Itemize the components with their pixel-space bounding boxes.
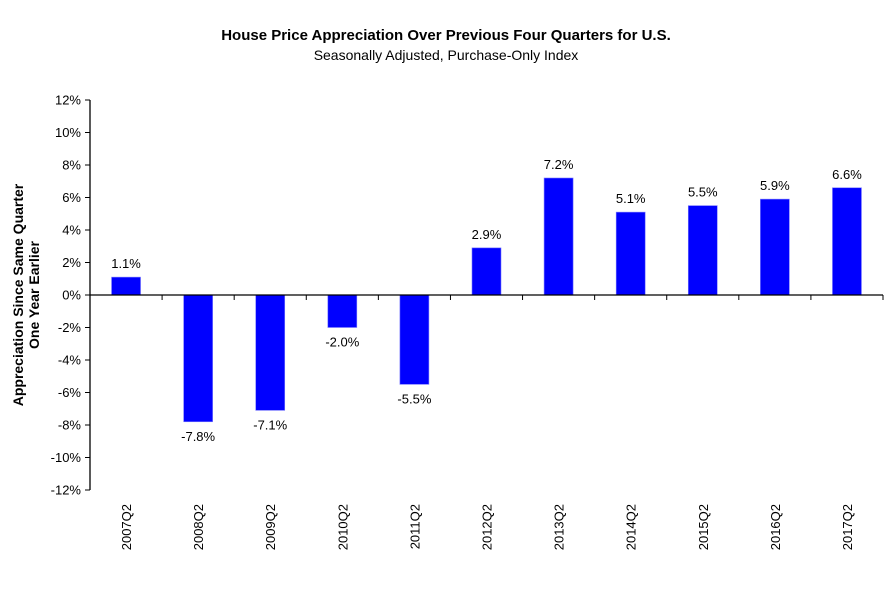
data-label: 5.5% bbox=[688, 185, 718, 200]
data-label: 5.9% bbox=[760, 178, 790, 193]
bar bbox=[255, 294, 286, 411]
bar bbox=[615, 211, 646, 296]
bar bbox=[399, 294, 430, 385]
bar bbox=[687, 205, 718, 296]
x-tick-label: 2017Q2 bbox=[840, 504, 855, 550]
bar bbox=[111, 276, 141, 296]
y-tick-label: -2% bbox=[58, 320, 82, 335]
data-label: -5.5% bbox=[397, 391, 431, 406]
y-tick-label: -6% bbox=[58, 385, 82, 400]
y-tick-label: 6% bbox=[62, 190, 81, 205]
bar bbox=[832, 187, 862, 296]
bar bbox=[183, 294, 213, 423]
y-tick-label: 0% bbox=[62, 288, 81, 303]
x-tick-label: 2011Q2 bbox=[407, 504, 422, 549]
data-label: -7.8% bbox=[181, 429, 215, 444]
x-tick-label: 2007Q2 bbox=[119, 504, 134, 550]
y-tick-label: -12% bbox=[51, 483, 82, 498]
data-label: 6.6% bbox=[832, 167, 862, 182]
bar bbox=[471, 247, 502, 296]
bar bbox=[543, 177, 574, 296]
x-tick-label: 2010Q2 bbox=[335, 504, 350, 550]
x-tick-label: 2012Q2 bbox=[480, 504, 495, 550]
y-tick-label: 4% bbox=[62, 223, 81, 238]
x-tick-label: 2013Q2 bbox=[552, 504, 567, 550]
y-tick-label: -8% bbox=[58, 418, 82, 433]
data-label: 2.9% bbox=[472, 227, 502, 242]
x-tick-label: 2009Q2 bbox=[263, 504, 278, 550]
x-tick-label: 2016Q2 bbox=[768, 504, 783, 550]
data-label: 7.2% bbox=[544, 157, 574, 172]
chart-title: House Price Appreciation Over Previous F… bbox=[221, 27, 671, 44]
bar bbox=[760, 198, 790, 296]
data-label: 5.1% bbox=[616, 191, 646, 206]
chart-subtitle: Seasonally Adjusted, Purchase-Only Index bbox=[313, 47, 579, 63]
x-tick-label: 2008Q2 bbox=[191, 504, 206, 550]
y-tick-label: -4% bbox=[58, 353, 82, 368]
data-label: -7.1% bbox=[253, 417, 287, 432]
y-tick-label: 12% bbox=[55, 93, 81, 108]
data-label: 1.1% bbox=[111, 256, 141, 271]
y-tick-label: -10% bbox=[51, 450, 82, 465]
bar bbox=[327, 294, 358, 328]
y-tick-label: 2% bbox=[62, 255, 81, 270]
x-tick-label: 2014Q2 bbox=[624, 504, 639, 550]
y-tick-label: 10% bbox=[55, 125, 81, 140]
y-tick-label: 8% bbox=[62, 158, 81, 173]
x-tick-label: 2015Q2 bbox=[696, 504, 711, 550]
data-label: -2.0% bbox=[325, 335, 359, 350]
